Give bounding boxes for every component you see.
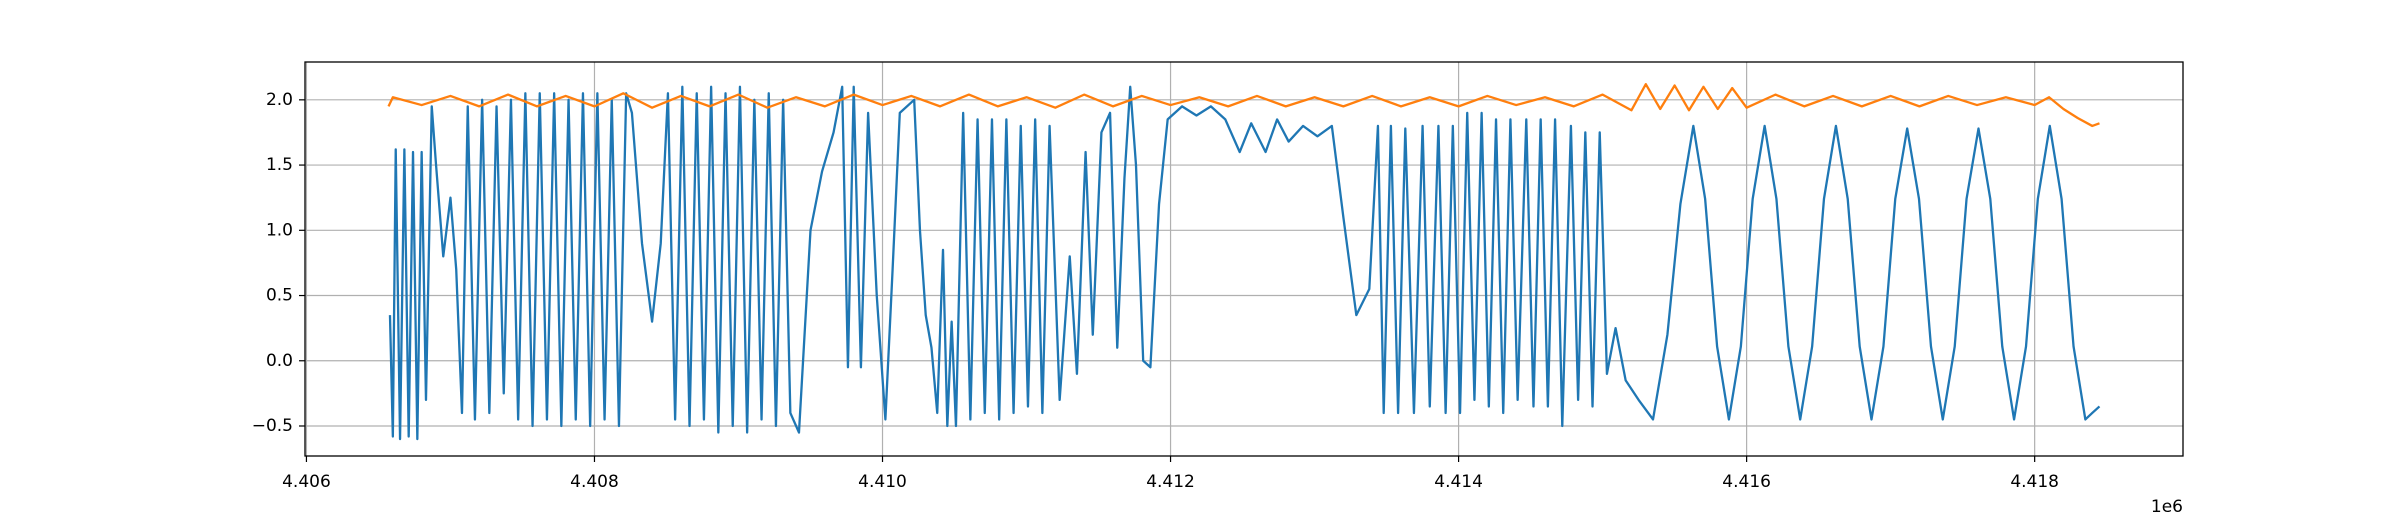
x-tick-label: 4.416 bbox=[1722, 472, 1771, 492]
x-tick-label: 4.414 bbox=[1434, 472, 1483, 492]
y-tick-label: 1.5 bbox=[266, 155, 293, 175]
x-tick-label: 4.406 bbox=[282, 472, 331, 492]
y-tick-label: 2.0 bbox=[266, 90, 293, 110]
x-tick-label: 4.412 bbox=[1146, 472, 1195, 492]
y-tick-label: 1.0 bbox=[266, 220, 293, 240]
axes-frame bbox=[304, 61, 2184, 457]
plot-area bbox=[305, 62, 2183, 456]
y-tick-label: 0.5 bbox=[266, 286, 293, 306]
x-tick-label: 4.408 bbox=[570, 472, 619, 492]
y-tick-label: −0.5 bbox=[252, 416, 293, 436]
y-tick-label: 0.0 bbox=[266, 351, 293, 371]
x-tick-label: 4.418 bbox=[2010, 472, 2059, 492]
series-line bbox=[388, 85, 2101, 441]
x-tick-label: 4.410 bbox=[858, 472, 907, 492]
series-line bbox=[387, 83, 2100, 128]
x-offset-label: 1e6 bbox=[2151, 497, 2183, 517]
